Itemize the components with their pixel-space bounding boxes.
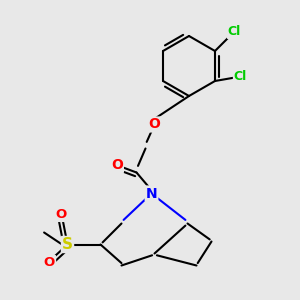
Text: N: N: [146, 187, 157, 200]
Text: Cl: Cl: [228, 25, 241, 38]
Text: O: O: [111, 158, 123, 172]
Text: S: S: [62, 237, 73, 252]
Text: O: O: [56, 208, 67, 221]
Text: O: O: [44, 256, 55, 269]
Text: Cl: Cl: [234, 70, 247, 83]
Text: O: O: [148, 118, 160, 131]
